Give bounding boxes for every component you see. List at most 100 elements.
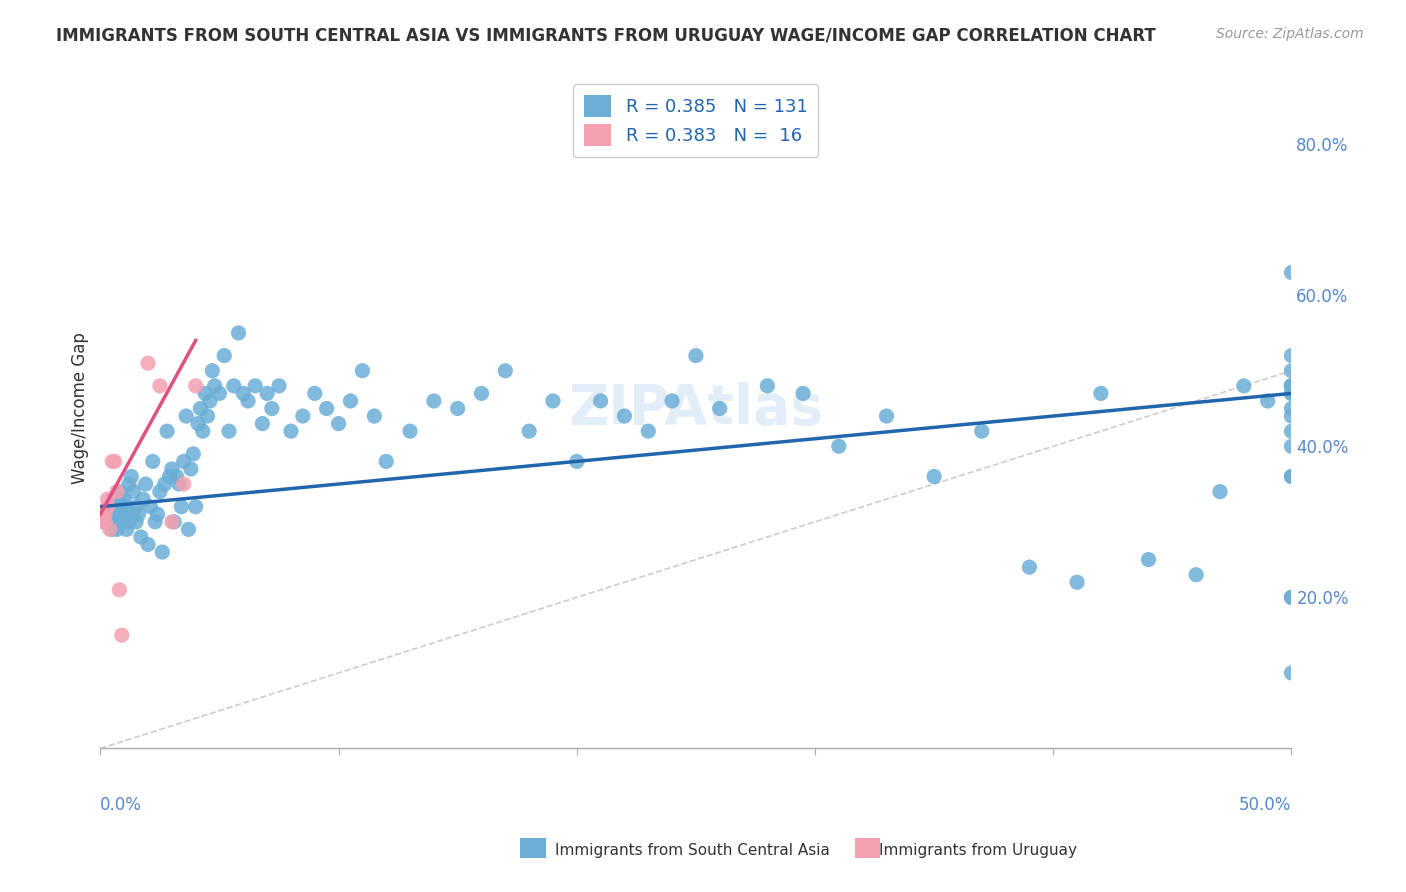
Point (120, 469, 142, 483)
Point (122, 484, 145, 499)
Point (115, 522, 138, 536)
Point (218, 424, 240, 438)
Point (118, 515, 141, 529)
Point (108, 492, 131, 507)
Point (1209, 484, 1232, 499)
Point (328, 417, 350, 431)
Point (1281, 401, 1303, 416)
Point (447, 401, 470, 416)
Point (1281, 424, 1303, 438)
Point (98, 500, 121, 514)
Point (1281, 386, 1303, 401)
Point (166, 469, 188, 483)
Point (1281, 379, 1303, 393)
Point (115, 500, 138, 514)
Point (105, 515, 128, 529)
Point (112, 492, 135, 507)
Point (1090, 386, 1112, 401)
Point (104, 500, 127, 514)
Point (661, 393, 683, 408)
Text: 50.0%: 50.0% (1239, 796, 1292, 814)
Point (1281, 409, 1303, 423)
Point (94, 515, 117, 529)
Text: Immigrants from South Central Asia: Immigrants from South Central Asia (555, 843, 831, 858)
Point (375, 454, 398, 468)
Point (232, 386, 254, 401)
Point (118, 477, 141, 491)
Point (96, 508, 118, 522)
Point (875, 409, 897, 423)
Point (180, 462, 202, 476)
Point (181, 447, 204, 461)
Point (190, 401, 212, 416)
Point (236, 393, 259, 408)
Point (101, 454, 124, 468)
Point (1066, 575, 1088, 590)
Point (245, 379, 267, 393)
Point (709, 401, 731, 416)
Point (1281, 349, 1303, 363)
Legend: R = 0.385   N = 131, R = 0.383   N =  16: R = 0.385 N = 131, R = 0.383 N = 16 (574, 85, 818, 157)
Point (170, 500, 193, 514)
Point (1018, 560, 1040, 574)
Point (96, 500, 118, 514)
Point (1281, 591, 1303, 605)
Point (136, 537, 159, 551)
Text: ZIPAtlas: ZIPAtlas (568, 382, 824, 435)
Point (1257, 393, 1279, 408)
Point (173, 477, 195, 491)
Point (756, 379, 779, 393)
Point (174, 409, 197, 423)
Point (120, 508, 142, 522)
Point (112, 515, 135, 529)
Point (101, 508, 124, 522)
Text: Immigrants from Uruguay: Immigrants from Uruguay (879, 843, 1077, 858)
Point (1281, 386, 1303, 401)
Point (792, 386, 814, 401)
Point (637, 424, 659, 438)
Y-axis label: Wage/Income Gap: Wage/Income Gap (72, 333, 89, 484)
Point (191, 424, 214, 438)
Point (94, 508, 117, 522)
Point (228, 326, 250, 340)
Point (256, 386, 278, 401)
Point (685, 349, 707, 363)
Point (108, 582, 131, 597)
Point (111, 500, 134, 514)
Point (101, 492, 124, 507)
Point (494, 364, 516, 378)
Point (156, 424, 179, 438)
Point (160, 462, 183, 476)
Point (184, 379, 207, 393)
Point (1281, 379, 1303, 393)
Point (1137, 552, 1160, 566)
Point (104, 508, 127, 522)
Point (363, 409, 385, 423)
Point (139, 500, 162, 514)
Point (252, 417, 274, 431)
Point (315, 401, 337, 416)
Point (153, 477, 176, 491)
Point (105, 484, 128, 499)
Text: Source: ZipAtlas.com: Source: ZipAtlas.com (1216, 27, 1364, 41)
Point (127, 508, 149, 522)
Point (613, 409, 636, 423)
Point (260, 401, 283, 416)
Point (517, 424, 540, 438)
Point (125, 515, 148, 529)
Point (280, 424, 302, 438)
Point (828, 439, 851, 453)
Point (112, 508, 135, 522)
Text: IMMIGRANTS FROM SOUTH CENTRAL ASIA VS IMMIGRANTS FROM URUGUAY WAGE/INCOME GAP CO: IMMIGRANTS FROM SOUTH CENTRAL ASIA VS IM… (56, 27, 1156, 45)
Point (149, 484, 172, 499)
Point (184, 500, 207, 514)
Point (91, 515, 114, 529)
Point (970, 424, 993, 438)
Point (159, 469, 181, 483)
Point (339, 393, 361, 408)
Point (194, 386, 217, 401)
Point (101, 522, 124, 536)
Point (136, 356, 159, 370)
Point (132, 492, 155, 507)
Point (589, 393, 612, 408)
